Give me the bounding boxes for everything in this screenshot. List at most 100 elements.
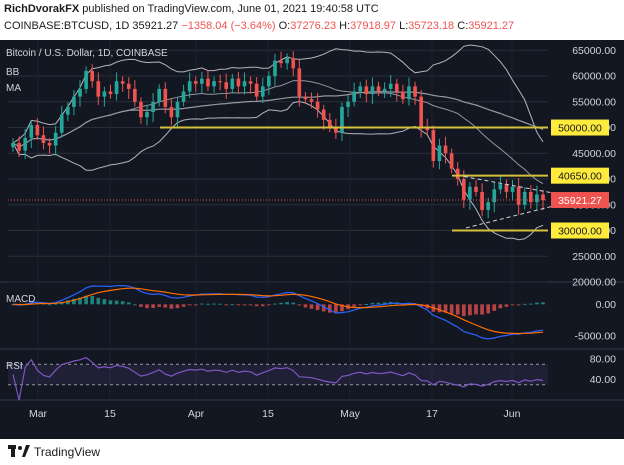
macd-histogram-bar: [66, 300, 70, 305]
macd-histogram-bar: [242, 304, 247, 306]
macd-histogram-bar: [78, 297, 82, 305]
macd-histogram-bar: [181, 304, 186, 307]
level-label: 30000.00: [558, 226, 602, 238]
candle-body: [449, 153, 454, 169]
candle-body: [273, 60, 277, 77]
level-label-box: [551, 222, 609, 239]
candle-body: [346, 101, 350, 107]
macd-histogram-bar: [248, 304, 253, 306]
macd-histogram-bar: [151, 304, 155, 309]
macd-histogram-bar: [53, 303, 58, 305]
time-tick-label: Apr: [188, 408, 205, 420]
macd-histogram-bar: [358, 304, 363, 306]
close-value: 35921.27: [132, 20, 179, 32]
level-label-box: [551, 119, 609, 136]
macd-histogram-bar: [90, 295, 95, 305]
macd-histogram-bar: [96, 297, 101, 305]
candle-body: [224, 82, 229, 89]
candle-body: [102, 91, 107, 97]
time-tick-label: 15: [104, 408, 116, 420]
price-tick-label: 65000.00: [572, 45, 616, 57]
candle-body: [407, 86, 411, 100]
macd-histogram-bar: [437, 304, 442, 313]
ma-indicator-label[interactable]: MA: [6, 83, 21, 94]
candle-body: [230, 78, 235, 89]
macd-histogram-bar: [291, 302, 296, 305]
macd-histogram-bar: [535, 302, 539, 305]
low-value: 35723.18: [408, 20, 455, 32]
macd-histogram-bar: [267, 304, 271, 306]
candle-body: [157, 88, 162, 102]
candle-body: [72, 96, 76, 107]
macd-histogram-bar: [541, 302, 545, 305]
rsi-tick-label: 80.00: [590, 354, 616, 366]
candle-body: [17, 142, 21, 151]
candle-body: [242, 81, 247, 87]
candle-body: [151, 101, 155, 113]
publisher-line: RichDvorakFX published on TradingView.co…: [4, 3, 379, 15]
macd-histogram-bar: [218, 303, 222, 305]
macd-histogram-bar: [455, 304, 460, 315]
time-tick-label: 15: [262, 408, 274, 420]
header-bar: RichDvorakFX published on TradingView.co…: [0, 0, 624, 40]
candle-body: [90, 70, 95, 82]
candle-body: [413, 86, 417, 97]
candle-body: [285, 58, 289, 64]
close-label: C:: [457, 20, 469, 32]
candle-body: [303, 96, 308, 100]
macd-histogram-bar: [504, 304, 509, 307]
macd-histogram-bar: [236, 304, 241, 306]
macd-histogram-bar: [480, 304, 484, 315]
macd-histogram-bar: [139, 304, 143, 307]
candle-body: [145, 112, 149, 118]
candle-body: [498, 184, 503, 190]
candle-body: [443, 145, 448, 154]
rsi-pane-title: RSI: [6, 361, 23, 372]
candle-body: [248, 81, 253, 84]
candle-body: [376, 86, 381, 92]
macd-histogram-bar: [114, 300, 119, 305]
candle-body: [206, 78, 210, 87]
candle-body: [181, 91, 186, 102]
candle-body: [260, 86, 265, 97]
author-name[interactable]: RichDvorakFX: [4, 3, 80, 15]
macd-histogram-bar: [309, 304, 314, 309]
candle-body: [461, 179, 466, 200]
chart-canvas[interactable]: 65000.00 60000.00 55000.00 50000.00 45000.00…: [0, 40, 624, 439]
macd-histogram-bar: [47, 304, 52, 306]
level-label: 50000.00: [558, 123, 602, 135]
rsi-line: [12, 356, 544, 401]
high-value: 37918.97: [350, 20, 397, 32]
macd-histogram-bar: [72, 298, 76, 305]
macd-histogram-bar: [516, 304, 521, 306]
macd-histogram-bar: [492, 304, 497, 311]
candle-body: [382, 88, 387, 92]
close-value-2: 35921.27: [468, 20, 515, 32]
macd-histogram-bar: [279, 302, 283, 305]
candle-body: [169, 106, 174, 118]
candle-body: [254, 83, 259, 97]
macd-histogram-bar: [370, 302, 375, 305]
high-label: H:: [339, 20, 351, 32]
rsi-tick-label: 40.00: [590, 374, 616, 386]
tradingview-logo-icon[interactable]: [8, 445, 30, 459]
last-price-label: 35921.27: [558, 195, 602, 207]
macd-histogram-bar: [340, 304, 344, 312]
candle-body: [78, 88, 82, 97]
candle-body: [419, 96, 423, 128]
candle-body: [474, 186, 478, 192]
macd-histogram-bar: [212, 303, 216, 305]
candle-body: [126, 83, 131, 89]
candle-body: [364, 86, 369, 95]
candle-body: [510, 186, 515, 192]
price-tick-label: 60000.00: [572, 71, 616, 83]
bb-indicator-label[interactable]: BB: [6, 67, 20, 78]
candle-body: [163, 88, 168, 107]
macd-histogram-bar: [486, 304, 490, 314]
tradingview-brand[interactable]: TradingView: [34, 445, 101, 459]
macd-histogram-bar: [297, 304, 302, 306]
macd-histogram-bar: [175, 304, 180, 309]
candle-body: [133, 88, 137, 102]
footer-bar: [0, 439, 624, 465]
macd-histogram-bar: [206, 303, 210, 305]
